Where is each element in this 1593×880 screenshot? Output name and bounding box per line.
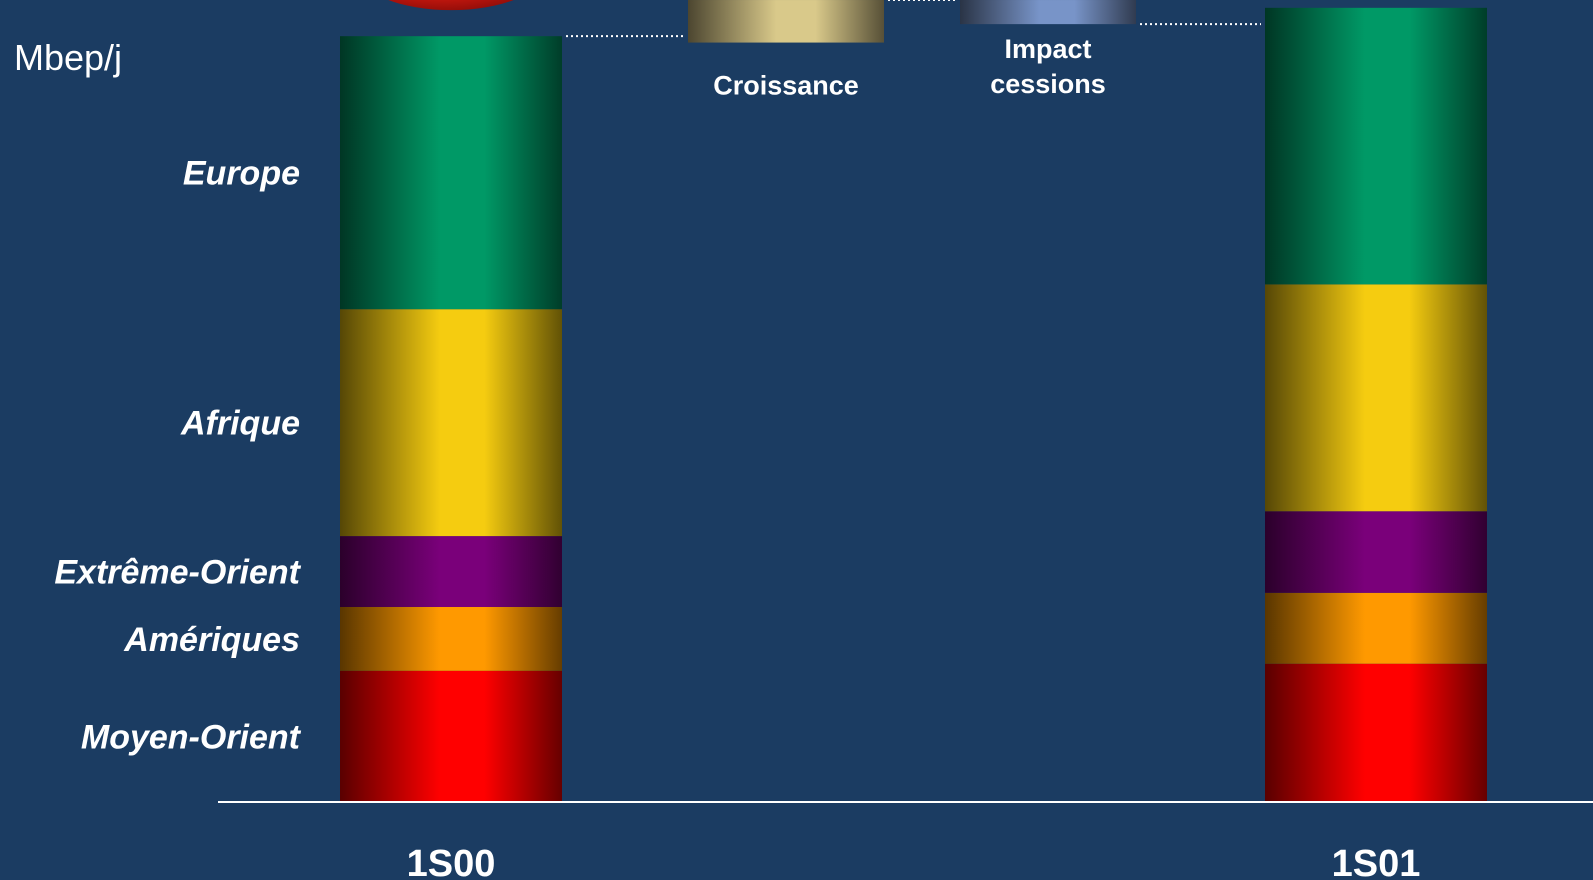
bars-group <box>340 7 1487 802</box>
category-labels: 1S00 1S01 <box>407 843 1421 880</box>
bar-1s01-extreme-orient <box>1265 511 1487 593</box>
bar-1s00-europe <box>340 36 562 310</box>
totals-group: 2,1422,194 <box>388 0 514 11</box>
bar-1s01-moyen-orient <box>1265 663 1487 802</box>
region-label-ameriques: Amériques <box>123 621 300 659</box>
step-bar-croissance <box>688 0 884 43</box>
bar-1s01-afrique <box>1265 284 1487 512</box>
bar-1s00-moyen-orient <box>340 670 562 802</box>
step-label-line: cessions <box>990 69 1106 99</box>
region-labels: Moyen-Orient Amériques Extrême-Orient Afriq… <box>54 155 301 757</box>
bar-1s01-ameriques <box>1265 592 1487 664</box>
unit-label: Mbep/j <box>14 37 122 78</box>
category-label-1s01: 1S01 <box>1332 843 1421 880</box>
region-label-afrique: Afrique <box>180 405 300 443</box>
region-label-moyen-orient: Moyen-Orient <box>81 718 302 756</box>
bar-1s00-afrique <box>340 309 562 537</box>
total-badge-1s00 <box>388 0 514 11</box>
step-label-line: Impact <box>1004 34 1091 64</box>
bar-1s01-europe <box>1265 7 1487 285</box>
region-label-extreme-orient: Extrême-Orient <box>54 554 301 592</box>
region-label-europe: Europe <box>183 155 300 193</box>
bar-1s00-extreme-orient <box>340 536 562 607</box>
category-label-1s00: 1S00 <box>407 843 496 880</box>
bar-1s00-ameriques <box>340 607 562 671</box>
step-label-line: Croissance <box>713 71 859 101</box>
step-bar-impact-cessions <box>960 0 1136 25</box>
